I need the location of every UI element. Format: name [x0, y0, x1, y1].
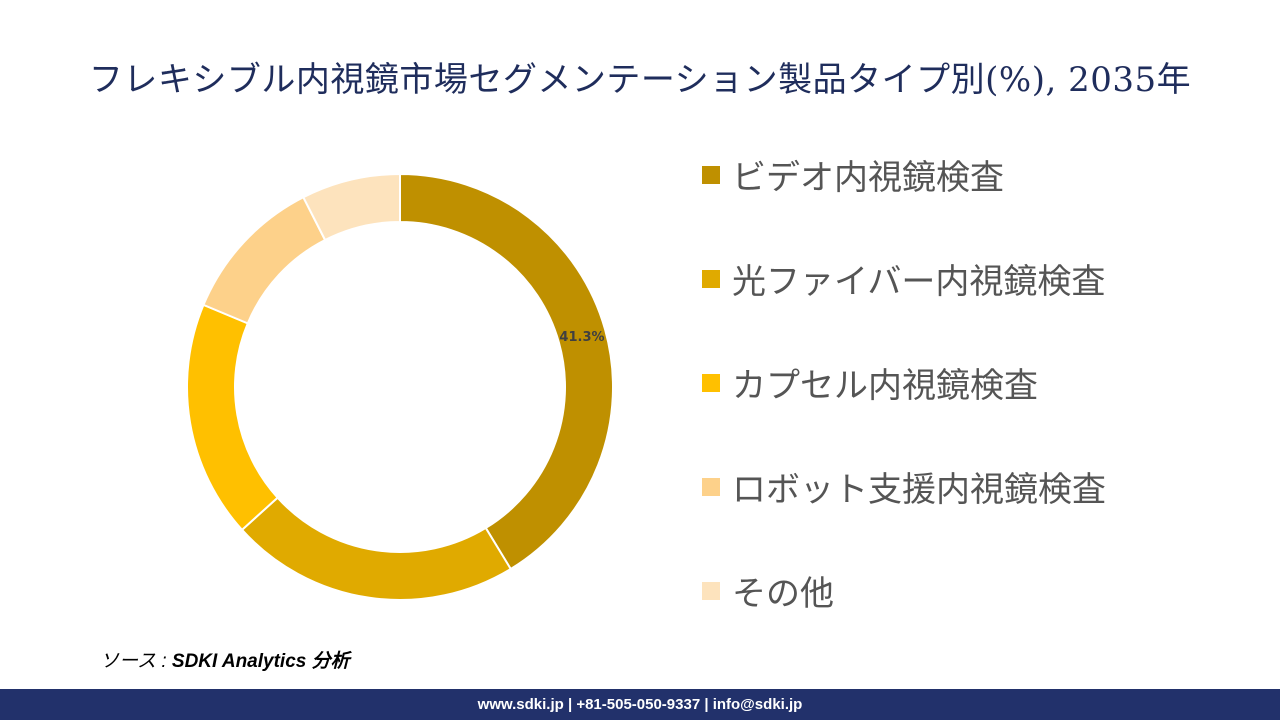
- legend-item: ビデオ内視鏡検査: [702, 150, 1004, 199]
- donut-slice-2: [240, 496, 513, 601]
- legend-item: ロボット支援内視鏡検査: [702, 462, 1106, 511]
- legend-label: 光ファイバー内視鏡検査: [732, 262, 1106, 302]
- slice-data-label: 41.3%: [559, 330, 604, 345]
- legend-item: カプセル内視鏡検査: [702, 358, 1038, 407]
- legend-swatch: [702, 477, 720, 496]
- donut-slice-5: [301, 172, 401, 242]
- legend-swatch: [702, 269, 720, 288]
- footer-contact: www.sdki.jp | +81-505-050-9337 | info@sd…: [477, 696, 803, 713]
- legend-swatch: [702, 165, 720, 184]
- legend-label: ビデオ内視鏡検査: [732, 158, 1004, 198]
- source-prefix: ソース :: [100, 651, 172, 672]
- legend-item: 光ファイバー内視鏡検査: [702, 254, 1105, 303]
- legend-item: その他: [702, 566, 834, 615]
- donut-slice-1: [399, 172, 614, 571]
- legend-label: その他: [732, 574, 834, 614]
- legend-swatch: [702, 373, 720, 392]
- legend-label: ロボット支援内視鏡検査: [732, 470, 1106, 510]
- source-value: SDKI Analytics 分析: [171, 651, 350, 672]
- source-note: ソース : SDKI Analytics 分析: [100, 646, 350, 673]
- legend-label: カプセル内視鏡検査: [732, 366, 1038, 406]
- donut-slice-4: [202, 195, 327, 325]
- footer-bar: www.sdki.jp | +81-505-050-9337 | info@sd…: [0, 689, 1280, 720]
- legend-swatch: [702, 581, 720, 600]
- donut-slice-3: [186, 303, 280, 532]
- chart-title: フレキシブル内視鏡市場セグメンテーション製品タイプ別(%), 2035年: [88, 60, 1192, 100]
